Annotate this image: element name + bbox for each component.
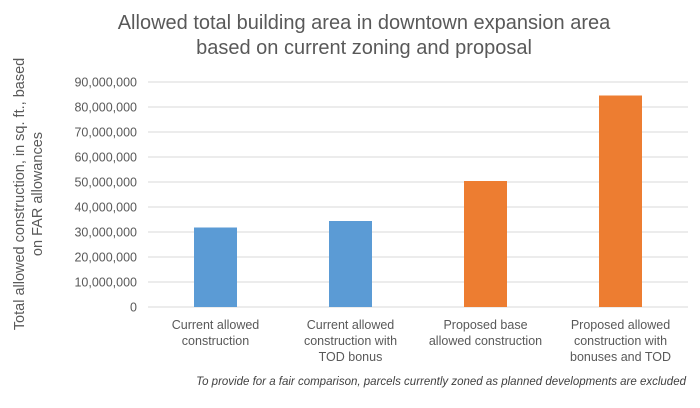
y-tick-label: 90,000,000 <box>74 76 137 90</box>
chart-title: Allowed total building area in downtown … <box>118 12 611 59</box>
y-tick-label: 10,000,000 <box>74 276 137 290</box>
bar-3 <box>464 181 507 307</box>
x-category-label: construction with <box>574 334 667 348</box>
bar-2 <box>329 221 372 307</box>
x-category-label: TOD bonus <box>319 350 383 364</box>
bar-4 <box>599 95 642 307</box>
x-category-label: Current allowed <box>307 318 395 332</box>
y-axis-title-line-2: on FAR allowances <box>30 132 46 256</box>
x-category-label: construction <box>182 334 249 348</box>
x-category-label: construction with <box>304 334 397 348</box>
y-tick-label: 30,000,000 <box>74 226 137 240</box>
footnote: To provide for a fair comparison, parcel… <box>196 376 686 388</box>
chart-title-line-1: Allowed total building area in downtown … <box>118 12 611 34</box>
chart-title-line-2: based on current zoning and proposal <box>196 37 532 59</box>
gridlines <box>148 81 688 308</box>
bar-1 <box>194 227 237 307</box>
y-axis-ticks: 0 10,000,000 20,000,000 30,000,000 40,000,00… <box>74 76 137 315</box>
y-axis-title: Total allowed construction, in sq. ft., … <box>12 58 46 330</box>
x-category-label: Proposed base <box>443 318 527 332</box>
x-category-label: Current allowed <box>172 318 260 332</box>
y-axis-title-line-1: Total allowed construction, in sq. ft., … <box>12 58 28 330</box>
y-tick-label: 50,000,000 <box>74 176 137 190</box>
y-tick-label: 0 <box>130 301 137 315</box>
y-tick-label: 70,000,000 <box>74 126 137 140</box>
x-category-label: allowed construction <box>429 334 542 348</box>
x-axis-categories: Current allowed construction Current allow… <box>172 318 671 364</box>
y-tick-label: 60,000,000 <box>74 151 137 165</box>
x-category-label: Proposed allowed <box>571 318 670 332</box>
y-tick-label: 80,000,000 <box>74 101 137 115</box>
y-tick-label: 40,000,000 <box>74 201 137 215</box>
bars <box>194 95 642 307</box>
x-category-label: bonuses and TOD <box>570 350 671 364</box>
y-tick-label: 20,000,000 <box>74 251 137 265</box>
